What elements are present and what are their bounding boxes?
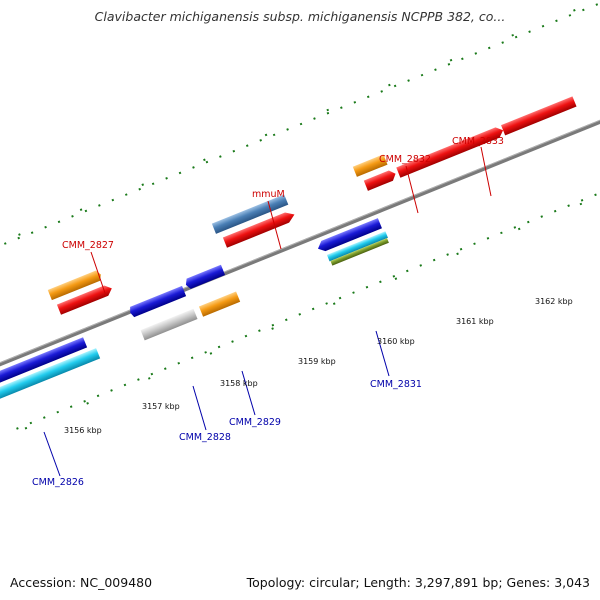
scale-label: 3157 kbp: [142, 402, 180, 411]
gene-CMM_2828[interactable]: [128, 285, 198, 341]
upper-tick-row: [0, 0, 600, 267]
gene-label-CMM_2832[interactable]: CMM_2832: [379, 154, 431, 165]
gene-label-CMM_2831[interactable]: CMM_2831: [370, 379, 422, 390]
scale-label: 3160 kbp: [377, 337, 415, 346]
gene-CMM_2831[interactable]: [316, 217, 390, 268]
gene-CMM_2832[interactable]: [352, 153, 398, 193]
genome-backbone: [0, 96, 600, 385]
accession-text: Accession: NC_009480: [10, 575, 153, 590]
lower-tick-row: [16, 165, 600, 433]
gene-mmuM[interactable]: [211, 194, 297, 250]
scale-label: 3161 kbp: [456, 317, 494, 326]
gene-label-CMM_2827[interactable]: CMM_2827: [62, 240, 114, 251]
scale-label: 3156 kbp: [64, 426, 102, 435]
label-leaders: [43, 146, 492, 477]
map-title: Clavibacter michiganensis subsp. michiga…: [94, 9, 506, 24]
gene-CMM_2829[interactable]: [184, 263, 241, 318]
genome-summary-text: Topology: circular; Length: 3,297,891 bp…: [246, 575, 590, 590]
scale-label: 3159 kbp: [298, 357, 336, 366]
gene-label-CMM_2829[interactable]: CMM_2829: [229, 417, 281, 428]
gene-label-CMM_2833[interactable]: CMM_2833: [452, 136, 504, 147]
gene-CMM_2833[interactable]: [396, 96, 577, 178]
gene-label-CMM_2826[interactable]: CMM_2826: [32, 477, 84, 488]
scale-label: 3162 kbp: [535, 297, 573, 306]
scale-label: 3158 kbp: [220, 379, 258, 388]
gene-label-mmuM[interactable]: mmuM: [252, 189, 285, 200]
gene-CMM_2827[interactable]: [47, 267, 114, 315]
gene-CMM_2826[interactable]: [0, 334, 101, 413]
gene-label-CMM_2828[interactable]: CMM_2828: [179, 432, 231, 443]
